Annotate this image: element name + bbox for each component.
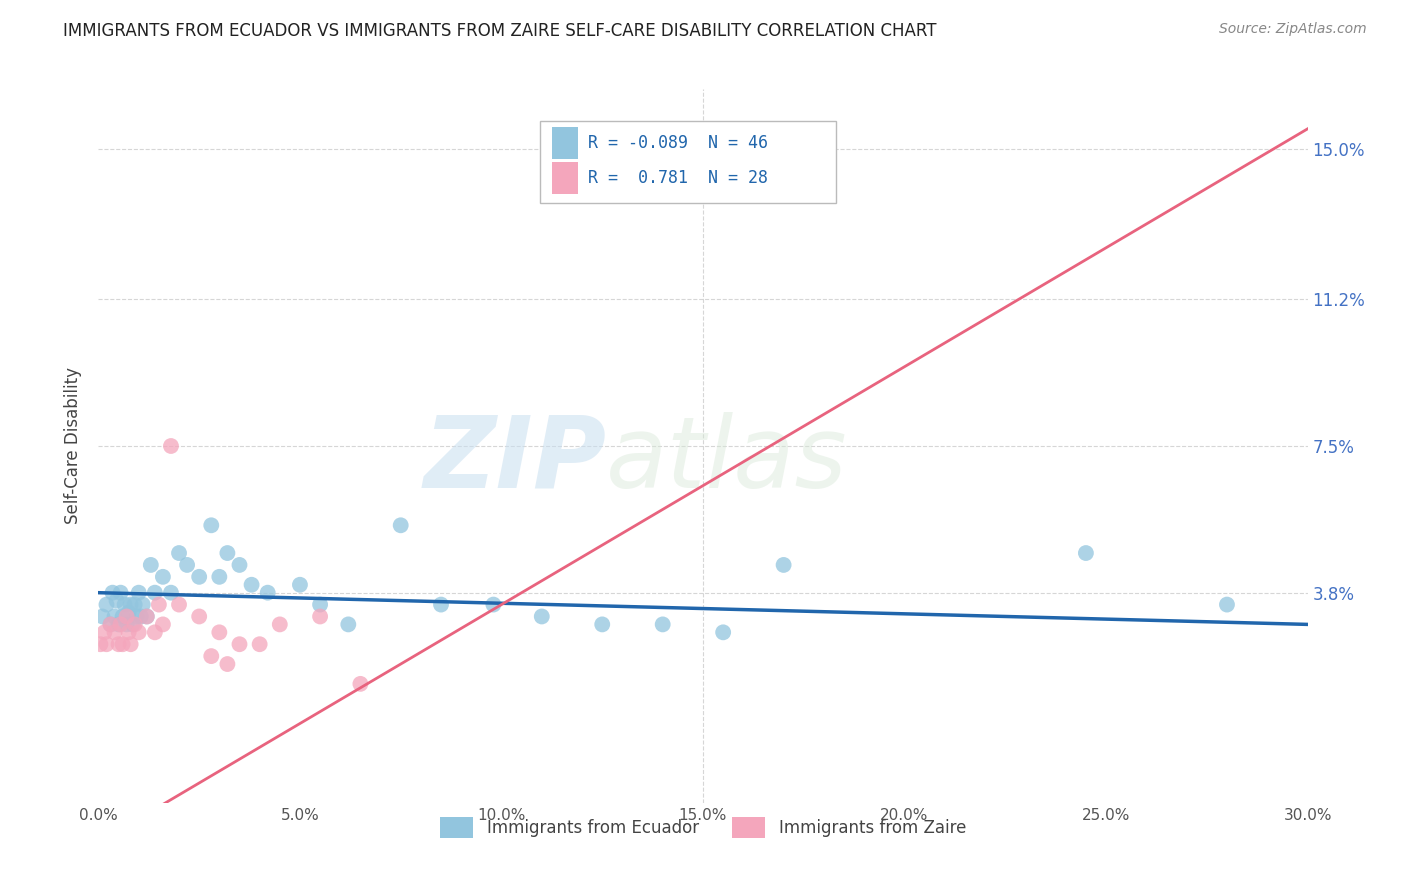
Point [1216, 598, 1239, 612]
Point [208, 625, 231, 640]
Point [125, 609, 148, 624]
FancyBboxPatch shape [540, 121, 837, 203]
Point [176, 558, 198, 572]
Legend: Immigrants from Ecuador, Immigrants from Zaire: Immigrants from Ecuador, Immigrants from… [433, 811, 973, 845]
Point [200, 518, 222, 533]
Point [309, 609, 332, 624]
Point [482, 598, 505, 612]
Point [309, 598, 332, 612]
Point [188, 570, 211, 584]
Point [200, 649, 222, 664]
Point [103, 625, 125, 640]
Point [430, 598, 453, 612]
Point [772, 558, 794, 572]
Point [120, 637, 142, 651]
Y-axis label: Self-Care Disability: Self-Care Disability [65, 368, 83, 524]
Point [167, 546, 190, 560]
Point [120, 598, 142, 612]
Point [103, 609, 125, 624]
Text: R =  0.781  N = 28: R = 0.781 N = 28 [588, 169, 768, 187]
Bar [551, 127, 578, 159]
Point [135, 609, 157, 624]
Point [128, 585, 150, 599]
Point [107, 637, 129, 651]
Point [240, 578, 263, 592]
Point [188, 609, 211, 624]
Point [107, 617, 129, 632]
Point [337, 617, 360, 632]
Point [208, 570, 231, 584]
Point [129, 609, 152, 624]
Text: ZIP: ZIP [423, 412, 606, 508]
Point [118, 625, 141, 640]
Point [349, 677, 371, 691]
Point [269, 617, 291, 632]
Text: atlas: atlas [606, 412, 848, 508]
Point [1074, 546, 1097, 560]
Point [135, 609, 157, 624]
Point [249, 637, 271, 651]
Text: IMMIGRANTS FROM ECUADOR VS IMMIGRANTS FROM ZAIRE SELF-CARE DISABILITY CORRELATIO: IMMIGRANTS FROM ECUADOR VS IMMIGRANTS FR… [63, 22, 936, 40]
Point [110, 617, 132, 632]
Point [124, 598, 146, 612]
Point [121, 617, 143, 632]
Point [530, 609, 553, 624]
Point [651, 617, 673, 632]
Point [132, 598, 155, 612]
Point [101, 585, 124, 599]
Point [100, 617, 122, 632]
Point [128, 625, 150, 640]
Point [711, 625, 734, 640]
Point [228, 637, 250, 651]
Point [89, 637, 111, 651]
Point [115, 609, 138, 624]
Point [124, 617, 146, 632]
Point [256, 585, 278, 599]
Point [96, 598, 118, 612]
Point [93, 625, 115, 640]
Point [167, 598, 190, 612]
Point [110, 585, 132, 599]
Point [143, 585, 166, 599]
Point [118, 606, 141, 620]
Text: R = -0.089  N = 46: R = -0.089 N = 46 [588, 134, 768, 152]
Point [139, 558, 162, 572]
Point [115, 617, 138, 632]
Point [105, 593, 128, 607]
Point [591, 617, 613, 632]
Text: Source: ZipAtlas.com: Source: ZipAtlas.com [1219, 22, 1367, 37]
Point [96, 637, 118, 651]
Point [152, 617, 174, 632]
Point [152, 570, 174, 584]
Point [111, 637, 134, 651]
Bar [551, 162, 578, 194]
Point [228, 558, 250, 572]
Point [143, 625, 166, 640]
Point [389, 518, 412, 533]
Point [217, 657, 239, 671]
Point [111, 609, 134, 624]
Point [288, 578, 311, 592]
Point [91, 609, 114, 624]
Point [114, 598, 136, 612]
Point [160, 439, 183, 453]
Point [217, 546, 239, 560]
Point [148, 598, 170, 612]
Point [160, 585, 183, 599]
Point [100, 617, 122, 632]
